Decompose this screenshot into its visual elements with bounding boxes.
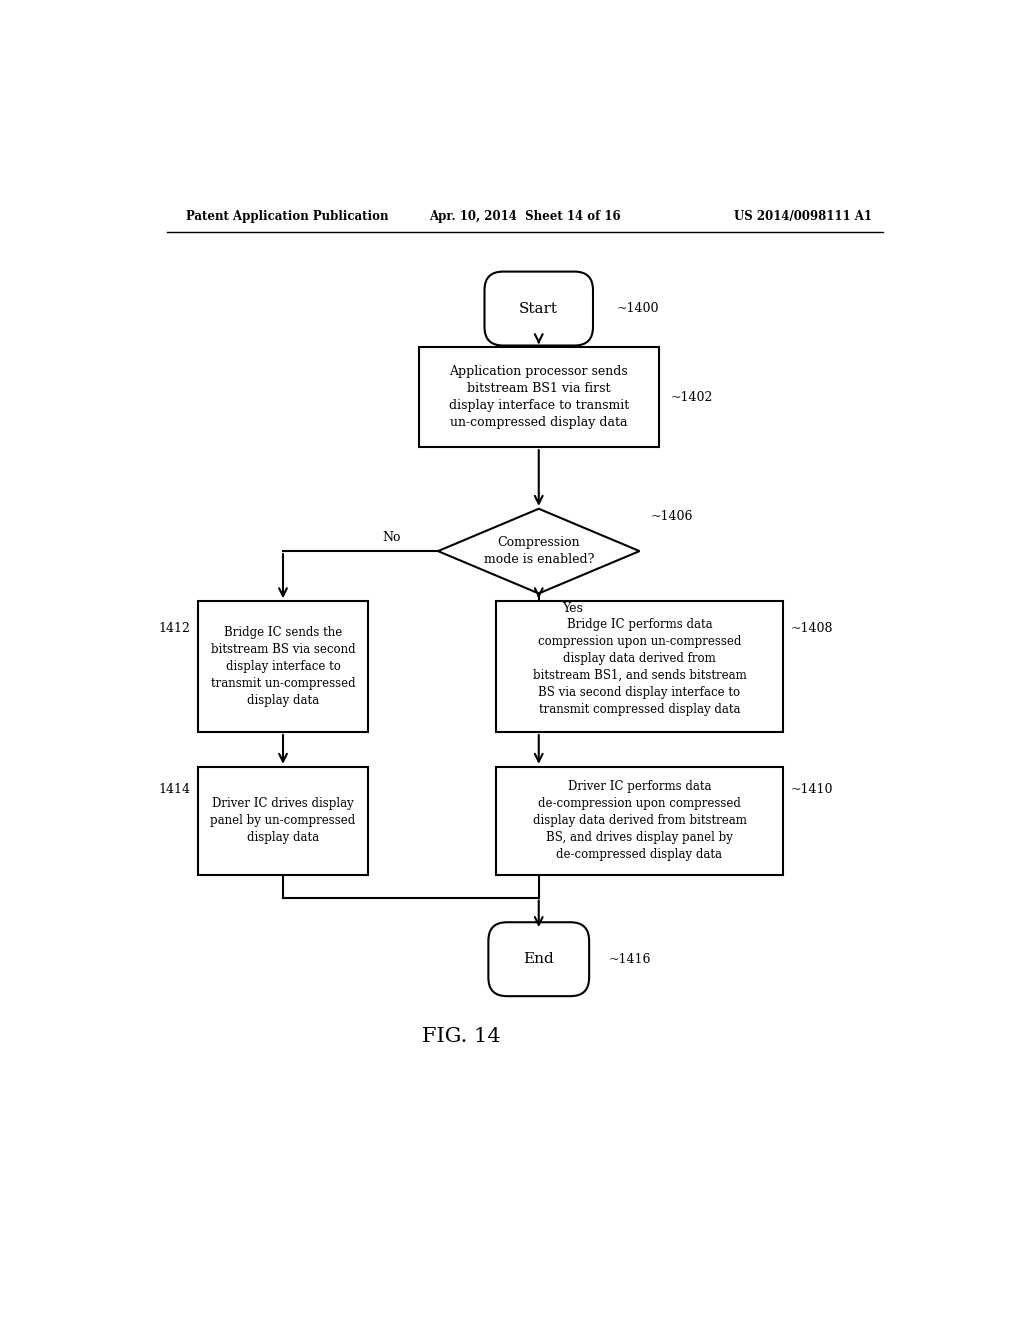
Bar — [198, 767, 369, 875]
Text: Driver IC performs data
de-compression upon compressed
display data derived from: Driver IC performs data de-compression u… — [532, 780, 746, 861]
Text: Compression
mode is enabled?: Compression mode is enabled? — [483, 536, 594, 566]
FancyBboxPatch shape — [484, 272, 593, 346]
Text: End: End — [523, 952, 554, 966]
Text: US 2014/0098111 A1: US 2014/0098111 A1 — [734, 210, 872, 223]
Text: Yes: Yes — [562, 602, 583, 615]
Text: ~1406: ~1406 — [651, 510, 693, 523]
Text: ~1416: ~1416 — [608, 953, 651, 966]
Bar — [198, 601, 369, 733]
Text: Apr. 10, 2014  Sheet 14 of 16: Apr. 10, 2014 Sheet 14 of 16 — [429, 210, 621, 223]
Bar — [419, 347, 658, 447]
Text: ~1410: ~1410 — [791, 783, 834, 796]
Text: FIG. 14: FIG. 14 — [422, 1027, 501, 1045]
Text: Patent Application Publication: Patent Application Publication — [186, 210, 389, 223]
Text: Application processor sends
bitstream BS1 via first
display interface to transmi: Application processor sends bitstream BS… — [449, 366, 629, 429]
Text: Start: Start — [519, 301, 558, 315]
Polygon shape — [438, 508, 640, 594]
Text: 1414: 1414 — [158, 783, 190, 796]
Text: Bridge IC performs data
compression upon un-compressed
display data derived from: Bridge IC performs data compression upon… — [532, 618, 746, 715]
Text: 1412: 1412 — [158, 622, 190, 635]
Text: Bridge IC sends the
bitstream BS via second
display interface to
transmit un-com: Bridge IC sends the bitstream BS via sec… — [211, 626, 355, 708]
Text: No: No — [382, 531, 400, 544]
FancyBboxPatch shape — [488, 923, 589, 997]
Bar — [496, 601, 783, 733]
Bar — [496, 767, 783, 875]
Text: ~1400: ~1400 — [616, 302, 658, 315]
Text: ~1402: ~1402 — [671, 391, 713, 404]
Text: ~1408: ~1408 — [791, 622, 834, 635]
Text: Driver IC drives display
panel by un-compressed
display data: Driver IC drives display panel by un-com… — [210, 797, 355, 843]
